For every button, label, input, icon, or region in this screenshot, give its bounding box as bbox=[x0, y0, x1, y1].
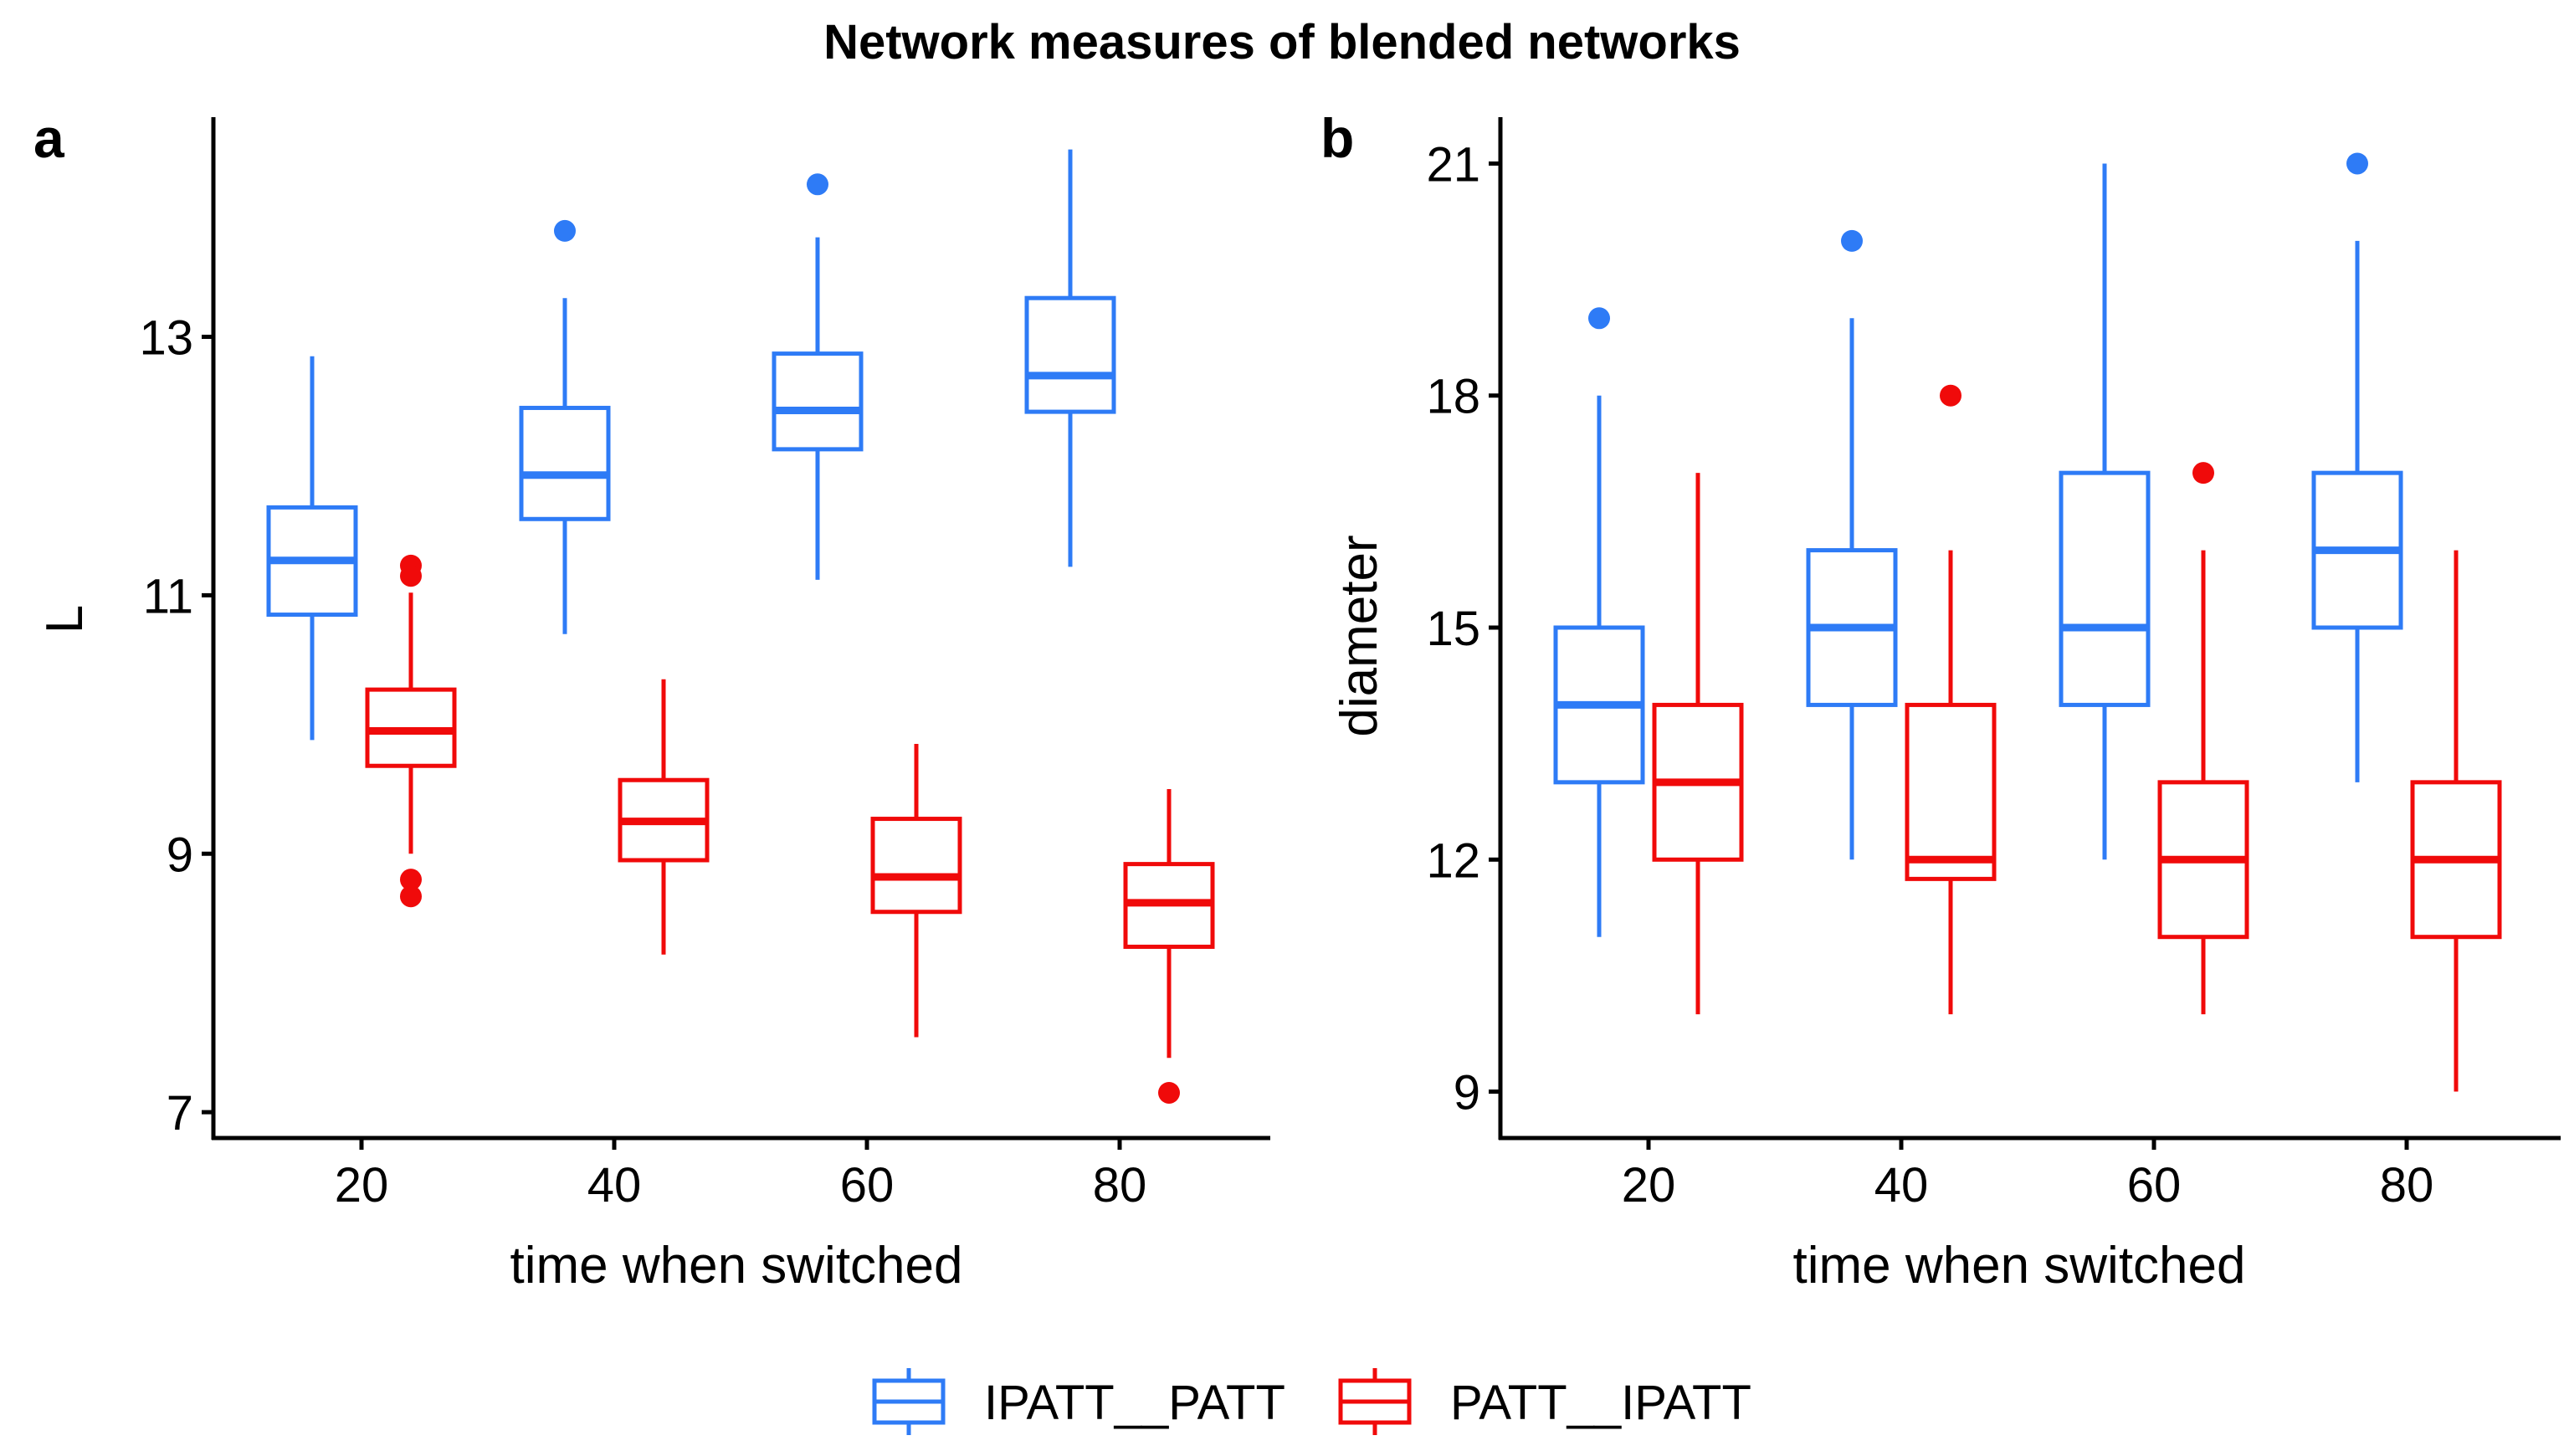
outlier-point bbox=[807, 173, 828, 196]
box-patt-ipatt-40 bbox=[618, 679, 710, 955]
panel-b-ylabel: diameter bbox=[1331, 535, 1388, 736]
panel-a-xlabel: time when switched bbox=[510, 1237, 962, 1295]
x-tick-label: 20 bbox=[335, 1158, 389, 1212]
box-ipatt-patt-80 bbox=[1024, 149, 1116, 567]
y-tick-label: 11 bbox=[143, 569, 193, 623]
box-patt-ipatt-60 bbox=[2157, 462, 2249, 1015]
y-tick-label: 21 bbox=[1426, 137, 1480, 192]
outlier-point bbox=[1940, 384, 1961, 407]
box-ipatt-patt-40 bbox=[1806, 229, 1898, 860]
y-tick-label: 18 bbox=[1426, 370, 1480, 424]
legend-label-patt-ipatt: PATT__IPATT bbox=[1450, 1376, 1751, 1430]
panel-a: a 7 9 11 13 20 40 60 80 time when switched L bbox=[33, 107, 1270, 1295]
box-patt-ipatt-40 bbox=[1905, 384, 1997, 1015]
panel-b-letter: b bbox=[1320, 107, 1354, 169]
legend-key-ipatt-patt bbox=[872, 1368, 946, 1435]
outlier-point bbox=[400, 869, 422, 891]
y-tick-label: 9 bbox=[1454, 1066, 1480, 1120]
x-tick-label: 20 bbox=[1622, 1158, 1676, 1212]
outlier-point bbox=[400, 565, 422, 587]
iqr-box bbox=[870, 817, 962, 915]
y-tick-label: 13 bbox=[139, 311, 193, 366]
box-ipatt-patt-60 bbox=[772, 173, 864, 580]
box-ipatt-patt-20 bbox=[266, 356, 358, 741]
outlier-point bbox=[1841, 229, 1863, 252]
panel-b-plot: 9 12 15 18 21 20 40 60 80 bbox=[1426, 117, 2561, 1212]
x-tick-label: 60 bbox=[840, 1158, 895, 1212]
x-tick-label: 40 bbox=[587, 1158, 642, 1212]
iqr-box bbox=[1905, 702, 1997, 881]
iqr-box bbox=[2059, 470, 2151, 707]
chart-title: Network measures of blended networks bbox=[823, 15, 1741, 69]
x-tick-label: 80 bbox=[1093, 1158, 1147, 1212]
outlier-point bbox=[400, 885, 422, 908]
box-ipatt-patt-40 bbox=[519, 219, 611, 634]
x-tick-label: 60 bbox=[2127, 1158, 2182, 1212]
box-patt-ipatt-60 bbox=[870, 743, 962, 1038]
box-patt-ipatt-20 bbox=[365, 554, 457, 908]
legend: IPATT__PATT PATT__IPATT bbox=[872, 1368, 1751, 1435]
box-ipatt-patt-60 bbox=[2059, 163, 2151, 860]
legend-label-ipatt-patt: IPATT__PATT bbox=[984, 1376, 1285, 1430]
x-tick-label: 40 bbox=[1874, 1158, 1929, 1212]
outlier-point bbox=[2346, 152, 2368, 175]
x-tick-label: 80 bbox=[2380, 1158, 2434, 1212]
y-tick-label: 9 bbox=[167, 828, 193, 882]
box-ipatt-patt-20 bbox=[1553, 307, 1645, 937]
outlier-point bbox=[1158, 1081, 1180, 1104]
box-ipatt-patt-80 bbox=[2311, 152, 2403, 782]
y-tick-label: 7 bbox=[167, 1086, 193, 1141]
iqr-box bbox=[1024, 295, 1116, 414]
panel-b: b 9 12 15 18 21 20 40 60 80 time when switched d… bbox=[1320, 107, 2561, 1295]
panel-a-letter: a bbox=[33, 107, 65, 169]
panel-a-ylabel: L bbox=[36, 605, 94, 633]
box-patt-ipatt-80 bbox=[2410, 550, 2502, 1092]
iqr-box bbox=[772, 351, 864, 452]
y-tick-label: 15 bbox=[1426, 602, 1480, 656]
legend-key-patt-ipatt bbox=[1338, 1368, 1412, 1435]
iqr-box bbox=[519, 405, 611, 521]
box-patt-ipatt-80 bbox=[1123, 789, 1215, 1104]
panel-b-xlabel: time when switched bbox=[1792, 1237, 2245, 1295]
panel-a-plot: 7 9 11 13 20 40 60 80 bbox=[139, 117, 1270, 1212]
outlier-point bbox=[554, 219, 576, 242]
y-tick-label: 12 bbox=[1426, 833, 1480, 888]
outlier-point bbox=[2192, 462, 2214, 484]
box-patt-ipatt-20 bbox=[1652, 473, 1744, 1015]
outlier-point bbox=[1588, 307, 1610, 330]
